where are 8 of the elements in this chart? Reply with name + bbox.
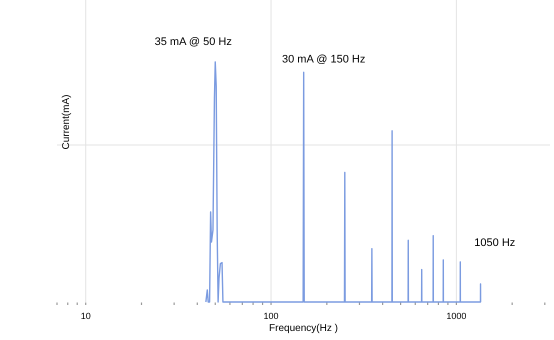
annotation: 35 mA @ 50 Hz (154, 36, 232, 48)
x-tick-label: 10 (80, 311, 91, 321)
annotation: 30 mA @ 150 Hz (282, 53, 366, 66)
x-axis-title: Frequency(Hz ) (269, 323, 338, 334)
x-tick-label: 1000 (446, 311, 466, 321)
annotation: 1050 Hz (474, 236, 516, 249)
x-tick-label: 100 (264, 311, 279, 321)
y-axis-title: Current(mA) (61, 94, 72, 150)
